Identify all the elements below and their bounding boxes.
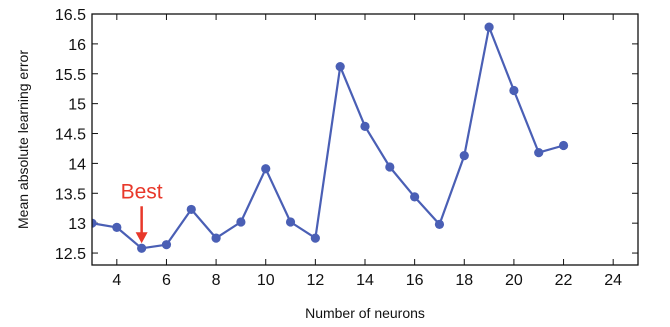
x-tick-label: 16 xyxy=(406,272,424,289)
x-tick-label: 8 xyxy=(212,272,221,289)
best-arrow-head xyxy=(135,232,148,244)
y-tick-label: 14 xyxy=(68,156,86,173)
y-tick-label: 15 xyxy=(68,97,86,114)
series-line xyxy=(92,26,564,250)
x-tick-label: 14 xyxy=(356,272,374,289)
x-tick-label: 10 xyxy=(257,272,275,289)
data-point xyxy=(434,219,445,229)
data-point xyxy=(410,192,420,202)
data-point xyxy=(459,151,469,161)
data-point xyxy=(112,222,122,232)
series-group xyxy=(92,22,569,253)
data-point xyxy=(92,218,97,228)
data-point xyxy=(186,204,196,215)
y-tick-label: 13.5 xyxy=(55,186,86,203)
data-point xyxy=(285,217,296,227)
x-axis-label: Number of neurons xyxy=(305,305,425,321)
data-point xyxy=(161,240,172,250)
x-tick-label: 24 xyxy=(604,272,622,289)
x-tick-label: 22 xyxy=(555,272,573,289)
y-tick-label: 15.5 xyxy=(55,67,86,84)
data-point xyxy=(558,140,569,151)
data-point xyxy=(261,164,271,174)
y-tick-label: 12.5 xyxy=(55,246,86,263)
best-annotation: Best xyxy=(121,180,163,244)
data-point xyxy=(534,148,544,158)
data-point xyxy=(484,22,494,32)
x-axis-ticks: 4 6 8 10 12 14 16 18 20 22 24 xyxy=(112,14,622,289)
data-point xyxy=(360,121,370,131)
y-tick-label: 16.5 xyxy=(55,7,86,24)
x-tick-label: 20 xyxy=(505,272,523,289)
y-tick-label: 13 xyxy=(68,216,86,233)
data-point xyxy=(335,61,345,72)
data-point xyxy=(211,233,221,243)
best-label: Best xyxy=(121,180,163,203)
data-point xyxy=(385,162,395,172)
y-axis-label: Mean absolute learning error xyxy=(15,50,31,229)
plot-frame xyxy=(91,13,639,266)
data-point xyxy=(137,243,147,253)
data-point xyxy=(509,85,519,96)
y-tick-label: 16 xyxy=(68,37,86,54)
series-layer xyxy=(92,22,569,253)
y-tick-label: 14.5 xyxy=(55,127,86,144)
data-point xyxy=(310,233,320,243)
x-tick-label: 6 xyxy=(162,272,171,289)
x-tick-label: 4 xyxy=(112,272,121,289)
x-tick-label: 18 xyxy=(455,272,473,289)
data-point xyxy=(236,217,246,227)
y-axis-ticks: 12.5 13 13.5 14 14.5 15 15.5 16 16.5 xyxy=(55,7,638,263)
x-tick-label: 12 xyxy=(306,272,324,289)
